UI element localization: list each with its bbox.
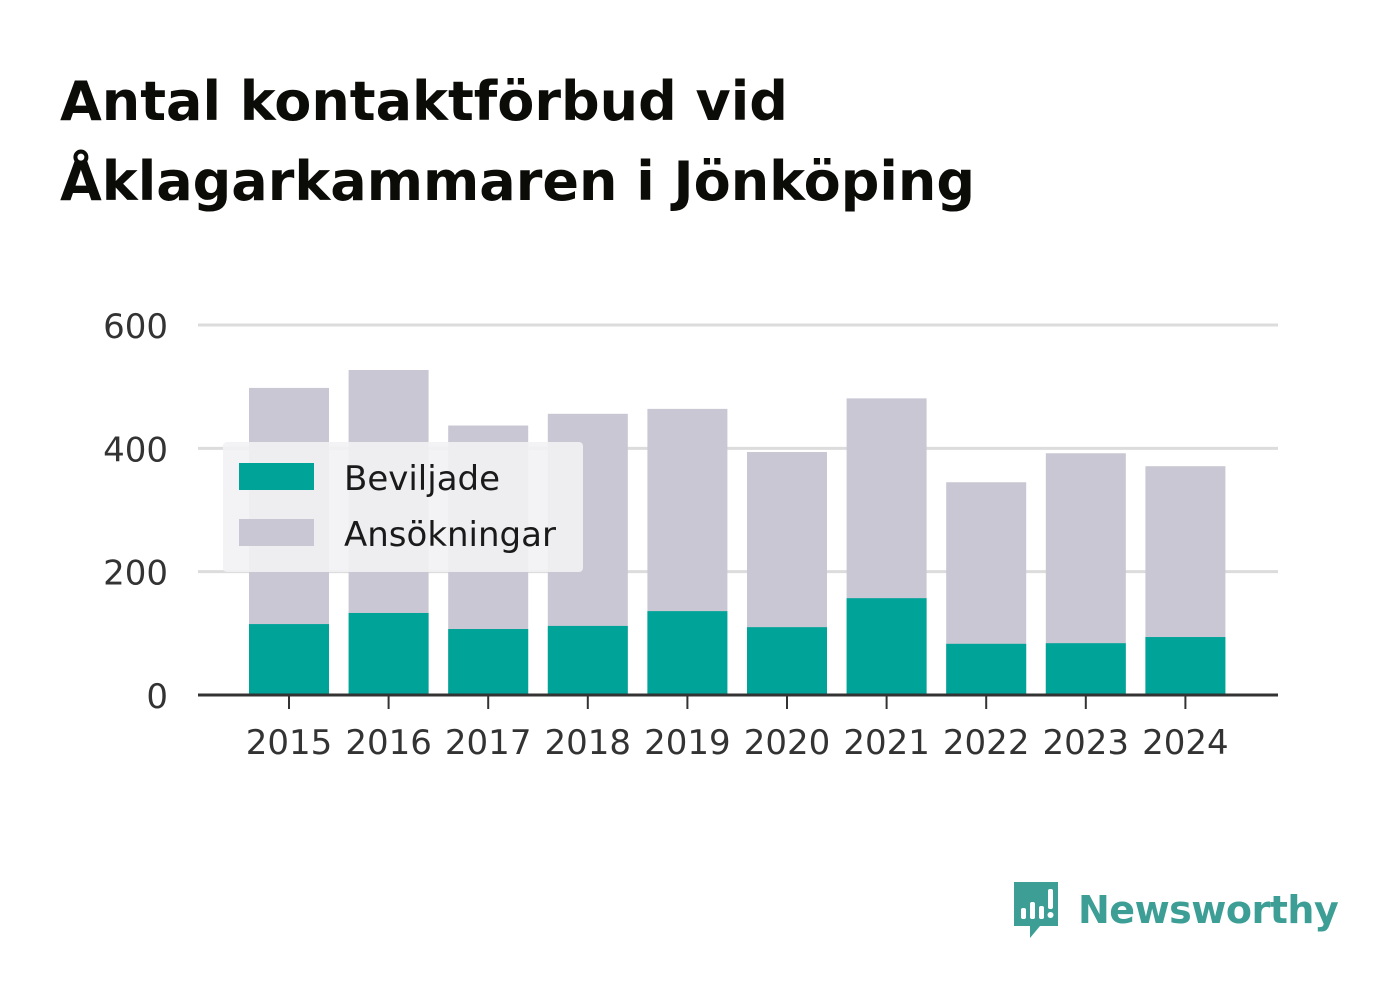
x-tick-label: 2024 xyxy=(1142,723,1229,763)
bar-beviljade xyxy=(547,625,628,695)
legend-swatch xyxy=(239,463,314,490)
legend-label: Beviljade xyxy=(344,459,500,499)
bar-beviljade xyxy=(348,612,429,695)
newsworthy-logo: Newsworthy xyxy=(1010,878,1339,942)
x-tick-label: 2018 xyxy=(545,723,632,763)
x-tick-label: 2023 xyxy=(1043,723,1130,763)
newsworthy-chat-bar-icon xyxy=(1014,882,1058,938)
y-tick-label: 200 xyxy=(103,554,168,594)
legend: Beviljade Ansökningar xyxy=(223,442,583,572)
y-tick-label: 400 xyxy=(103,430,168,470)
x-tick-label: 2019 xyxy=(644,723,731,763)
y-tick-label: 600 xyxy=(103,307,168,347)
legend-swatch xyxy=(239,519,314,546)
x-tick-label: 2021 xyxy=(843,723,930,763)
brand-name: Newsworthy xyxy=(1078,888,1339,932)
x-tick-label: 2020 xyxy=(744,723,831,763)
bar-beviljade xyxy=(747,627,827,695)
x-tick-label: 2017 xyxy=(445,723,532,763)
chart-title-line-2: Åklagarkammaren i Jönköping xyxy=(60,150,975,213)
bar-beviljade xyxy=(1145,637,1226,695)
bar-beviljade xyxy=(1045,643,1126,695)
x-axis: 2015 2016 2017 2018 2019 2020 2021 2022 2023 2024 xyxy=(198,693,1278,763)
x-tick-label: 2015 xyxy=(246,723,333,763)
bar-beviljade xyxy=(846,598,927,695)
x-tick-label: 2016 xyxy=(345,723,432,763)
bar-beviljade xyxy=(249,624,329,695)
legend-label: Ansökningar xyxy=(344,515,556,555)
chart-title: Antal kontaktförbud vid Åklagarkammaren … xyxy=(60,62,1260,222)
y-tick-label: 0 xyxy=(146,677,168,717)
bar-beviljade xyxy=(946,643,1027,695)
bar-beviljade xyxy=(647,611,728,695)
y-axis-labels: 0 200 400 600 xyxy=(103,307,168,717)
x-tick-label: 2022 xyxy=(943,723,1030,763)
chart-title-line-1: Antal kontaktförbud vid xyxy=(60,70,788,133)
bar-beviljade xyxy=(448,629,529,695)
